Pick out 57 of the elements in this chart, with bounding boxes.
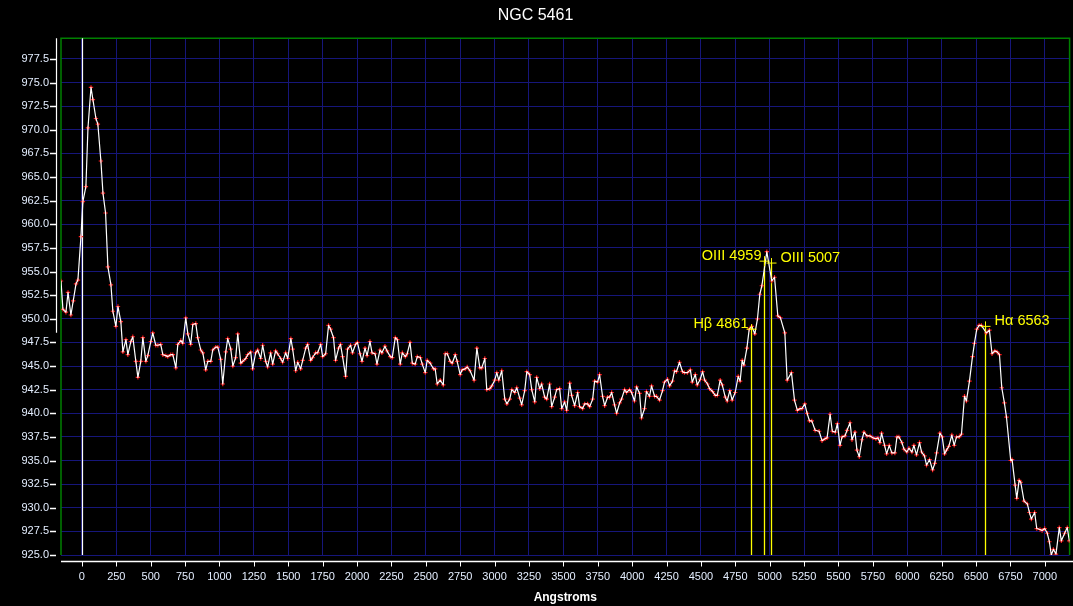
y-tick-label: 960.0 [21, 217, 49, 230]
y-tick-label: 927.5 [21, 524, 49, 537]
y-tick-label: 950.0 [21, 311, 49, 324]
y-tick-label: 937.5 [21, 429, 49, 442]
y-tick-label: 965.0 [21, 170, 49, 183]
x-tick-label: 7000 [1032, 569, 1058, 582]
y-tick-label: 970.0 [21, 122, 49, 135]
x-tick-label: 3000 [482, 569, 507, 582]
x-tick-label: 4000 [619, 569, 645, 582]
x-tick-label: 2750 [447, 569, 473, 582]
x-tick-label: 1250 [241, 569, 267, 582]
y-tick-label: 942.5 [21, 382, 49, 395]
x-tick-label: 1500 [276, 569, 301, 582]
y-tick-label: 930.0 [21, 500, 49, 513]
annotation: Hα 6563 [994, 312, 1050, 329]
x-tick-label: 4500 [688, 569, 714, 582]
x-tick-label: 5000 [757, 569, 782, 582]
annotation: OIII 4959 [701, 247, 762, 264]
x-tick-label: 1750 [310, 569, 335, 582]
y-tick-label: 940.0 [21, 406, 49, 419]
x-tick-label: 4750 [723, 569, 748, 582]
y-tick-label: 932.5 [21, 477, 49, 490]
annotation: Hβ 4861 [693, 315, 749, 332]
x-tick-label: 500 [141, 569, 160, 582]
x-tick-label: 1000 [207, 569, 232, 582]
x-tick-label: 6500 [963, 569, 989, 582]
chart-title: NGC 5461 [497, 6, 574, 24]
x-tick-label: 250 [107, 569, 126, 582]
x-tick-label: 2250 [379, 569, 404, 582]
x-tick-label: 6000 [895, 569, 920, 582]
y-tick-label: 962.5 [21, 193, 49, 206]
x-tick-label: 2000 [344, 569, 370, 582]
x-tick-label: 2500 [413, 569, 439, 582]
y-tick-label: 977.5 [21, 52, 49, 65]
y-tick-label: 925.0 [21, 548, 49, 561]
x-tick-label: 0 [78, 569, 85, 582]
x-tick-label: 3750 [585, 569, 611, 582]
y-tick-label: 947.5 [21, 335, 49, 348]
x-tick-label: 3250 [516, 569, 542, 582]
y-tick-label: 935.0 [21, 453, 49, 466]
x-tick-label: 4250 [654, 569, 679, 582]
y-tick-label: 967.5 [21, 146, 49, 159]
y-tick-label: 975.0 [21, 75, 49, 88]
y-tick-label: 972.5 [21, 99, 49, 112]
y-tick-label: 945.0 [21, 359, 49, 372]
x-tick-label: 5250 [791, 569, 817, 582]
annotation: OIII 5007 [780, 249, 841, 266]
x-tick-label: 3500 [551, 569, 576, 582]
x-tick-label: 5750 [860, 569, 886, 582]
y-tick-label: 952.5 [21, 288, 49, 301]
x-axis-title: Angstroms [533, 590, 598, 605]
x-tick-label: 6250 [929, 569, 954, 582]
x-tick-label: 5500 [826, 569, 851, 582]
x-tick-label: 6750 [998, 569, 1023, 582]
y-tick-label: 957.5 [21, 240, 49, 253]
x-tick-label: 750 [175, 569, 195, 582]
y-tick-label: 955.0 [21, 264, 49, 277]
